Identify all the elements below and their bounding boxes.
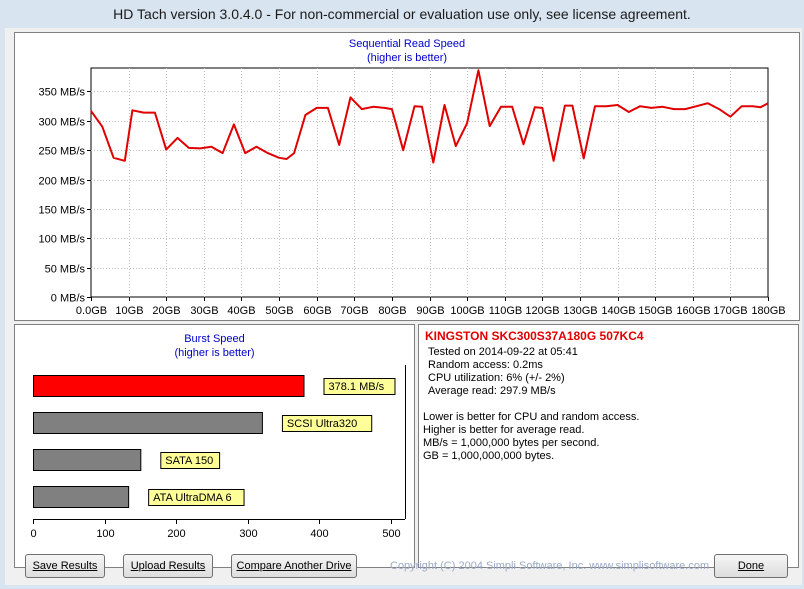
- burst-x-tick-label: 0: [30, 528, 36, 540]
- burst-bar-label-box: [281, 415, 373, 432]
- seq-chart-subtitle: (higher is better): [366, 52, 448, 64]
- burst-x-tick-label: 400: [310, 528, 328, 540]
- seq-y-tick-label: 300 MB/s: [39, 117, 86, 129]
- seq-y-tick-label: 350 MB/s: [39, 87, 86, 99]
- seq-x-tick-label: 30GB: [190, 305, 218, 317]
- burst-speed-chart: 0 100 200 300 400 500 378.1 MB/s SCSI Ultra320 S…: [30, 365, 406, 540]
- seq-y-tick-label: 0 MB/s: [51, 293, 86, 305]
- seq-x-tick-label: 90GB: [416, 305, 444, 317]
- burst-bar-label: SATA 150: [165, 455, 213, 467]
- window-title: HD Tach version 3.0.4.0 - For non-commer…: [113, 6, 691, 22]
- seq-x-tick-label: 130GB: [563, 305, 597, 317]
- drive-name: KINGSTON SKC300S37A180G 507KC4: [425, 329, 644, 343]
- seq-x-tick-label: 10GB: [115, 305, 143, 317]
- upload-results-button[interactable]: Upload Results: [123, 554, 213, 578]
- sequential-read-chart: 0 MB/s 50 MB/s 100 MB/s 150 MB/s 200 MB/s 250…: [39, 67, 786, 317]
- sequential-read-panel: Sequential Read Speed (higher is better)…: [14, 32, 800, 321]
- note-higher-better: Higher is better for average read.: [423, 424, 585, 436]
- seq-x-tick-label: 160GB: [676, 305, 710, 317]
- drive-info-panel: KINGSTON SKC300S37A180G 507KC4 Tested on…: [418, 324, 799, 568]
- seq-y-tick-label: 50 MB/s: [45, 264, 86, 276]
- seq-x-tick-label: 20GB: [152, 305, 180, 317]
- seq-x-tick-label: 60GB: [303, 305, 331, 317]
- seq-chart-title: Sequential Read Speed: [348, 38, 466, 50]
- done-button[interactable]: Done: [714, 554, 788, 578]
- seq-x-tick-label: 110GB: [489, 305, 522, 317]
- burst-chart-subtitle: (higher is better): [174, 347, 255, 359]
- burst-bar: [33, 486, 130, 508]
- burst-x-tick-label: 200: [167, 528, 185, 540]
- info-average-read: Average read: 297.9 MB/s: [428, 385, 556, 397]
- seq-plot-area: [90, 67, 769, 298]
- info-tested: Tested on 2014-09-22 at 05:41: [428, 346, 578, 358]
- seq-y-tick-label: 200 MB/s: [39, 176, 86, 188]
- seq-x-tick-label: 70GB: [340, 305, 368, 317]
- info-cpu-utilization: CPU utilization: 6% (+/- 2%): [428, 372, 565, 384]
- seq-y-tick-label: 250 MB/s: [39, 146, 86, 158]
- seq-x-tick-label: 170GB: [713, 305, 747, 317]
- burst-bar: [33, 375, 305, 397]
- burst-bar-label: SCSI Ultra320: [287, 418, 357, 430]
- burst-x-tick-label: 100: [96, 528, 114, 540]
- seq-x-tick-label: 80GB: [378, 305, 406, 317]
- note-lower-better: Lower is better for CPU and random acces…: [423, 411, 640, 423]
- seq-x-tick-label: 150GB: [638, 305, 672, 317]
- seq-x-tick-label: 0.0GB: [76, 305, 107, 317]
- burst-bar-label-box: [160, 452, 221, 469]
- seq-y-tick-label: 150 MB/s: [39, 205, 86, 217]
- burst-chart-title: Burst Speed: [184, 333, 245, 345]
- seq-x-tick-label: 140GB: [601, 305, 635, 317]
- burst-x-tick-label: 300: [239, 528, 257, 540]
- note-mbs-definition: MB/s = 1,000,000 bytes per second.: [423, 437, 600, 449]
- burst-x-tick-label: 500: [382, 528, 400, 540]
- burst-bar-label: 378.1 MB/s: [328, 381, 384, 393]
- seq-x-tick-label: 120GB: [525, 305, 559, 317]
- client-area: Sequential Read Speed (higher is better)…: [5, 28, 802, 585]
- burst-speed-panel: Burst Speed (higher is better) 0 100 200 30…: [14, 324, 415, 568]
- compare-another-drive-button[interactable]: Compare Another Drive: [231, 554, 357, 578]
- burst-bar: [33, 412, 263, 434]
- burst-bar-label-box: [148, 489, 245, 506]
- copyright-text: Copyright (C) 2004 Simpli Software, Inc.…: [390, 560, 710, 572]
- seq-x-tick-label: 40GB: [227, 305, 255, 317]
- note-gb-definition: GB = 1,000,000,000 bytes.: [423, 450, 555, 462]
- burst-bar-label-box: [323, 378, 396, 395]
- save-results-button[interactable]: Save Results: [25, 554, 105, 578]
- burst-bar-label: ATA UltraDMA 6: [153, 492, 231, 504]
- read-speed-series-line: [90, 69, 769, 164]
- seq-y-tick-label: 100 MB/s: [39, 234, 86, 246]
- seq-x-tick-label: 50GB: [265, 305, 293, 317]
- info-random-access: Random access: 0.2ms: [428, 359, 543, 371]
- burst-bar: [33, 449, 142, 471]
- seq-x-tick-label: 180GB: [751, 305, 785, 317]
- seq-x-tick-label: 100GB: [450, 305, 484, 317]
